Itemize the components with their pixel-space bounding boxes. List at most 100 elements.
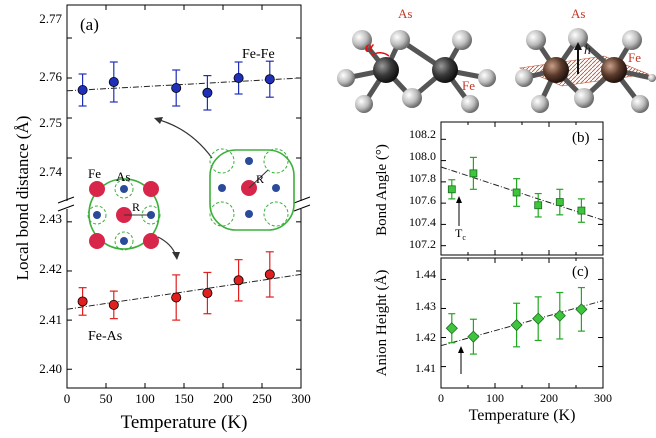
data-point-fe-as [264,251,275,298]
panel-b-label: (b) [572,130,590,146]
data-point-fe-fe [202,74,213,111]
inset-fe-label: Fe [88,166,101,181]
data-point-fe-fe [233,61,244,95]
marker [555,198,564,206]
panel-a-ticks [66,5,302,388]
y-tick-label: 2.76 [39,69,62,84]
data-point-anion-height [445,313,458,344]
data-point-bond-angle [534,192,543,218]
data-point-bond-angle [469,156,478,190]
panel-a: (a) Local bond distance (Å) Temperature … [13,4,311,433]
data-point-bond-angle [577,198,586,223]
y-tick-label: 2.40 [39,361,62,376]
data-point-fe-fe [108,61,119,103]
fit-line-anion-height [440,300,604,347]
tc-annotation: Tc [455,226,466,242]
marker [233,275,244,286]
marker [553,309,566,322]
panel-c-ticks [440,258,604,388]
y-tick-label: 107.8 [409,171,436,185]
label-as-left: As [398,6,412,21]
fit-line-bond-angle [440,166,604,221]
x-tick-label: 250 [252,391,272,406]
y-tick-label: 2.42 [39,261,62,276]
y-tick-label: 108.2 [409,127,436,141]
marker [532,312,545,325]
x-tick-label: 0 [64,391,71,406]
y-tick-label: 2.74 [39,164,62,179]
label-as-right: As [571,6,585,21]
data-point-fe-fe [264,60,275,98]
marker [264,74,275,85]
data-point-fe-as [202,271,213,315]
marker [171,83,182,94]
marker [467,330,480,343]
y-tick-label: 2.77 [39,11,62,26]
fit-line-fe-fe [66,77,302,92]
data-point-fe-as [171,274,182,321]
marker [447,185,456,194]
data-point-fe-as [233,259,244,302]
inset-r-label-right: R [256,172,264,186]
marker [108,299,119,310]
marker [445,322,458,335]
panel-c-label: (c) [572,264,589,280]
y-tick-label: 1.41 [415,361,436,375]
inset-fe-fe-lattice: R [209,148,295,231]
label-alpha: α [365,39,375,56]
y-axis-label-b: Bond Angle (°) [374,144,390,236]
marker [108,77,119,88]
arrow-to-fe-fe [155,118,213,159]
marker [264,269,275,280]
panel-b-ticks [440,122,604,255]
data-point-anion-height [510,302,523,348]
data-point-bond-angle [512,178,521,207]
marker [202,288,213,299]
y-tick-label: 107.4 [409,215,436,229]
data-point-bond-angle [447,179,456,200]
x-axis-label-a: Temperature (K) [121,412,248,433]
y-axis-label-a: Local bond distance (Å) [13,116,32,281]
panel-b-marks [440,156,604,223]
fit-line-fe-as [66,273,302,310]
x-tick-label: 150 [174,391,194,406]
y-tick-label: 107.6 [409,193,436,207]
x-tick-label: 0 [438,391,444,405]
x-tick-label: 50 [100,391,113,406]
x-tick-label: 200 [213,391,233,406]
marker [575,303,588,316]
y-axis-label-c: Anion Height (Å) [374,270,390,377]
series-label-fe-fe: Fe-Fe [242,47,275,62]
inset-r-label-left: R [132,200,140,214]
y-tick-label: 2.75 [39,115,62,130]
panel-c: (c) Anion Height (Å) Temperature (K) 1.4… [374,257,612,424]
x-axis-label-c: Temperature (K) [469,407,576,424]
data-point-fe-fe [171,69,182,107]
panel-c-marks [440,286,604,355]
marker [469,169,478,178]
panel-b: (b) Bond Angle (°) 108.2 108.0 107.8 107… [374,121,604,256]
x-tick-label: 300 [291,391,311,406]
data-point-anion-height [532,296,545,342]
y-tick-label: 1.42 [415,330,436,344]
y-tick-label: 108.0 [409,149,436,163]
y-tick-label: 2.43 [39,211,62,226]
marker [77,296,88,307]
marker [202,87,213,98]
label-fe-right: Fe [628,50,641,65]
data-point-anion-height [575,286,588,332]
x-tick-label: 300 [594,391,612,405]
structure-left: As Fe α [337,6,496,113]
structure-right: As Fe h [515,6,656,113]
panel-a-marks [66,60,302,321]
x-tick-label: 100 [486,391,504,405]
x-tick-label: 100 [135,391,155,406]
label-fe-left: Fe [462,78,475,93]
marker [233,73,244,84]
y-tick-label: 1.43 [415,299,436,313]
marker [77,85,88,96]
x-tick-label: 200 [540,391,558,405]
marker [512,188,521,197]
y-tick-label: 1.44 [415,267,436,281]
y-tick-label: 107.2 [409,237,436,251]
